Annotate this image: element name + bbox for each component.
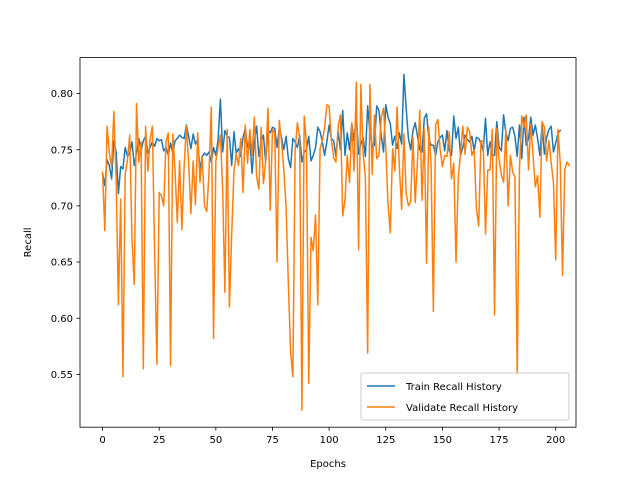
legend-label-validate: Validate Recall History [406, 403, 518, 414]
x-tick-label: 50 [209, 435, 222, 446]
x-tick-label: 150 [433, 435, 452, 446]
y-tick-label: 0.80 [51, 89, 73, 100]
y-axis-title: Recall [23, 227, 34, 257]
x-tick-label: 25 [153, 435, 166, 446]
x-tick-label: 200 [546, 435, 565, 446]
plot-frame [79, 57, 577, 428]
legend-label-train: Train Recall History [405, 382, 502, 393]
x-axis-title: Epochs [310, 459, 346, 470]
y-tick-label: 0.65 [51, 258, 73, 269]
y-tick-label: 0.70 [51, 201, 73, 212]
y-tick-label: 0.75 [51, 145, 73, 156]
y-axis: 0.55 0.60 0.65 0.70 0.75 0.80 [51, 89, 80, 381]
x-axis: 0 25 50 75 100 125 150 175 200 [99, 427, 565, 446]
x-tick-label: 100 [320, 435, 339, 446]
y-tick-label: 0.60 [51, 314, 73, 325]
y-tick-label: 0.55 [51, 370, 73, 381]
x-tick-label: 75 [266, 435, 279, 446]
x-tick-label: 125 [376, 435, 395, 446]
x-tick-label: 175 [490, 435, 509, 446]
series-line-validate [101, 81, 571, 412]
legend-box [360, 372, 570, 421]
x-tick-label: 0 [99, 435, 105, 446]
legend: Train Recall History Validate Recall His… [360, 372, 570, 421]
series-layer [101, 73, 571, 412]
